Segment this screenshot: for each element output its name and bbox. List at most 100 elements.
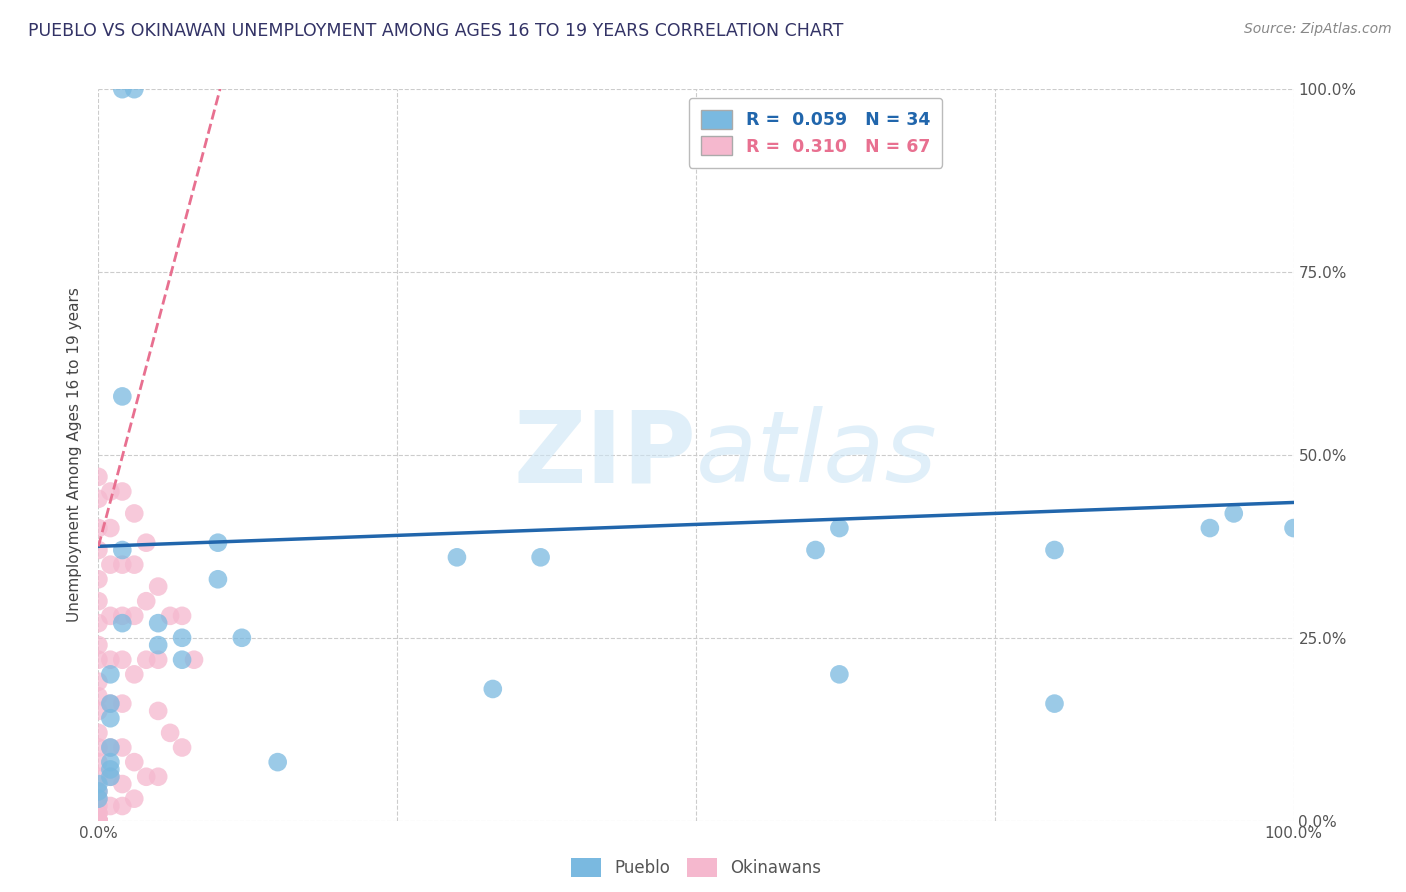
Point: [87, 814, 110, 828]
Point: [172, 740, 194, 755]
Point: [148, 704, 170, 718]
Point: [111, 777, 134, 791]
Point: [1043, 697, 1066, 711]
Point: [481, 681, 505, 696]
Point: [87, 770, 110, 784]
Point: [148, 616, 170, 631]
Point: [828, 667, 851, 681]
Text: atlas: atlas: [696, 407, 938, 503]
Point: [111, 82, 134, 96]
Point: [87, 814, 110, 828]
Point: [87, 784, 110, 798]
Point: [98, 755, 122, 769]
Point: [124, 82, 146, 96]
Point: [148, 580, 170, 594]
Point: [87, 814, 110, 828]
Point: [111, 558, 134, 572]
Point: [135, 653, 157, 667]
Point: [1043, 543, 1066, 558]
Point: [87, 543, 110, 558]
Point: [124, 507, 146, 521]
Point: [87, 638, 110, 652]
Point: [124, 791, 146, 805]
Point: [87, 521, 110, 535]
Point: [87, 594, 110, 608]
Point: [98, 770, 122, 784]
Point: [87, 799, 110, 814]
Point: [87, 777, 110, 791]
Point: [87, 814, 110, 828]
Point: [87, 791, 110, 805]
Point: [207, 535, 229, 549]
Text: PUEBLO VS OKINAWAN UNEMPLOYMENT AMONG AGES 16 TO 19 YEARS CORRELATION CHART: PUEBLO VS OKINAWAN UNEMPLOYMENT AMONG AG…: [28, 22, 844, 40]
Point: [98, 608, 122, 623]
Point: [828, 521, 851, 535]
Point: [207, 572, 229, 586]
Point: [1198, 521, 1220, 535]
Point: [111, 799, 134, 814]
Point: [98, 521, 122, 535]
Point: [148, 638, 170, 652]
Point: [124, 667, 146, 681]
Point: [111, 543, 134, 558]
Point: [87, 814, 110, 828]
Point: [111, 740, 134, 755]
Point: [135, 594, 157, 608]
Point: [135, 535, 157, 549]
Point: [98, 667, 122, 681]
Point: [87, 726, 110, 740]
Point: [135, 770, 157, 784]
Point: [148, 653, 170, 667]
Point: [87, 755, 110, 769]
Point: [87, 674, 110, 689]
Point: [87, 740, 110, 755]
Point: [98, 770, 122, 784]
Point: [98, 711, 122, 725]
Point: [98, 558, 122, 572]
Point: [98, 697, 122, 711]
Point: [148, 770, 170, 784]
Point: [87, 814, 110, 828]
Point: [87, 616, 110, 631]
Point: [87, 814, 110, 828]
Point: [111, 608, 134, 623]
Point: [111, 389, 134, 403]
Point: [172, 631, 194, 645]
Point: [87, 704, 110, 718]
Text: ZIP: ZIP: [513, 407, 696, 503]
Point: [446, 550, 468, 565]
Point: [111, 653, 134, 667]
Point: [124, 558, 146, 572]
Point: [1282, 521, 1305, 535]
Point: [87, 806, 110, 821]
Point: [98, 740, 122, 755]
Point: [1222, 507, 1246, 521]
Point: [159, 608, 181, 623]
Point: [529, 550, 551, 565]
Point: [124, 755, 146, 769]
Point: [87, 814, 110, 828]
Point: [87, 653, 110, 667]
Point: [87, 814, 110, 828]
Point: [87, 806, 110, 821]
Point: [804, 543, 827, 558]
Point: [183, 653, 205, 667]
Point: [87, 791, 110, 805]
Point: [111, 616, 134, 631]
Legend: Pueblo, Okinawans: Pueblo, Okinawans: [562, 850, 830, 886]
Point: [87, 784, 110, 798]
Point: [98, 697, 122, 711]
Point: [98, 799, 122, 814]
Point: [124, 608, 146, 623]
Point: [98, 653, 122, 667]
Point: [172, 608, 194, 623]
Text: Source: ZipAtlas.com: Source: ZipAtlas.com: [1244, 22, 1392, 37]
Point: [87, 491, 110, 506]
Point: [111, 697, 134, 711]
Point: [172, 653, 194, 667]
Point: [87, 690, 110, 704]
Point: [87, 814, 110, 828]
Point: [87, 470, 110, 484]
Point: [231, 631, 253, 645]
Point: [98, 763, 122, 777]
